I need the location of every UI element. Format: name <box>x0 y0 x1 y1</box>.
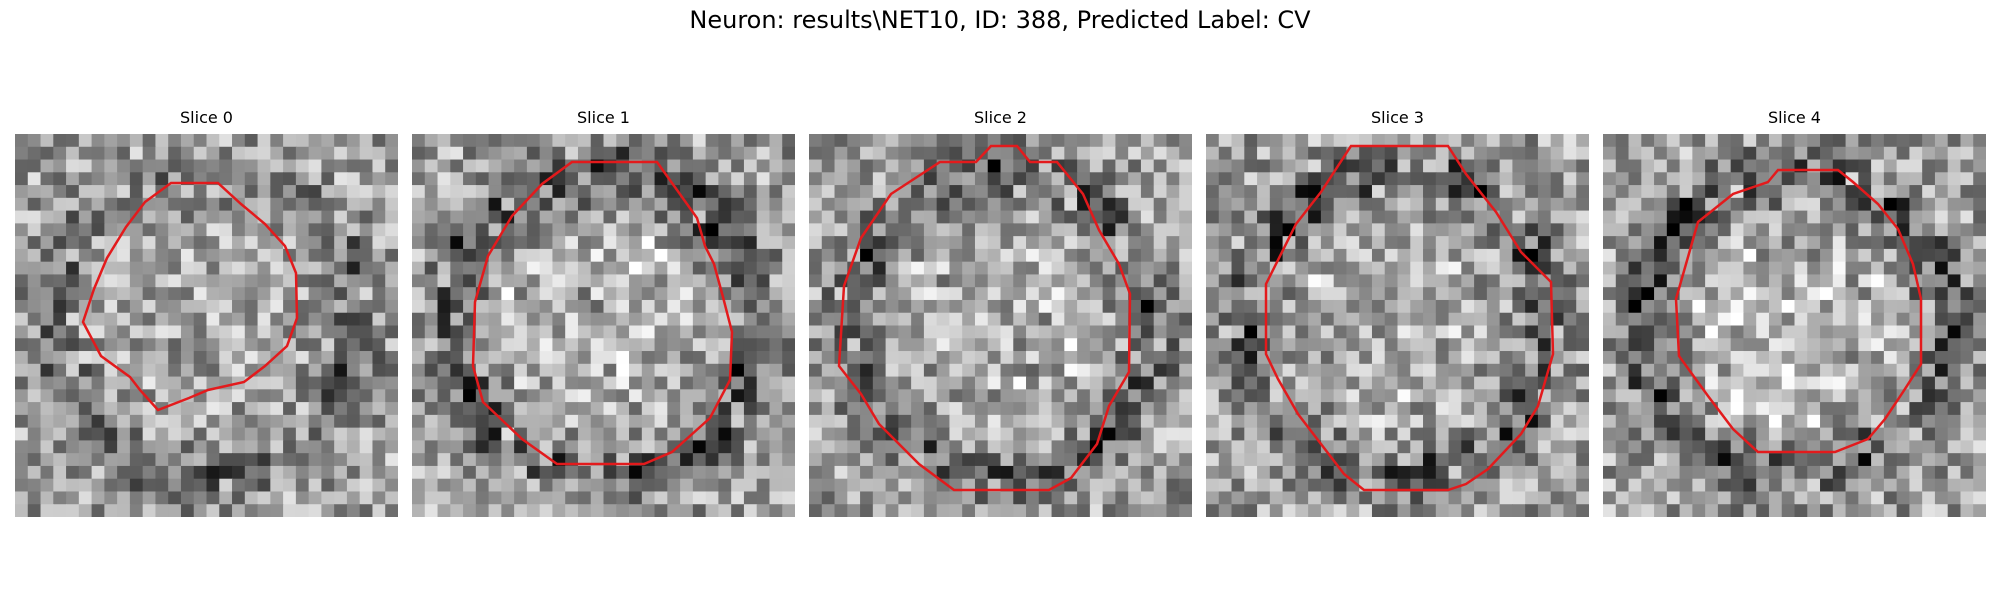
pixel-grid <box>412 134 795 517</box>
slice-image <box>1206 134 1589 517</box>
pixel-grid <box>1603 134 1986 517</box>
pixel-grid <box>809 134 1192 517</box>
pixel-grid <box>1206 134 1589 517</box>
roi-contour <box>837 144 1132 492</box>
roi-contour <box>81 181 299 412</box>
pixel-grid <box>15 134 398 517</box>
slice-title: Slice 0 <box>180 108 233 127</box>
slice-title: Slice 4 <box>1768 108 1821 127</box>
slice-image <box>1603 134 1986 517</box>
slice-title: Slice 2 <box>974 108 1027 127</box>
roi-contour <box>1264 144 1555 492</box>
slice-panel-4: Slice 4 <box>1603 108 1986 519</box>
slice-title: Slice 3 <box>1371 108 1424 127</box>
slice-image <box>15 134 398 517</box>
slice-panel-2: Slice 2 <box>809 108 1192 519</box>
roi-contour <box>1674 168 1923 454</box>
slice-panel-1: Slice 1 <box>412 108 795 519</box>
slice-image <box>412 134 795 517</box>
figure-title: Neuron: results\NET10, ID: 388, Predicte… <box>689 6 1311 34</box>
slice-title: Slice 1 <box>577 108 630 127</box>
slice-image <box>809 134 1192 517</box>
slice-panel-3: Slice 3 <box>1206 108 1589 519</box>
slice-panel-0: Slice 0 <box>15 108 398 519</box>
roi-contour <box>471 160 734 466</box>
